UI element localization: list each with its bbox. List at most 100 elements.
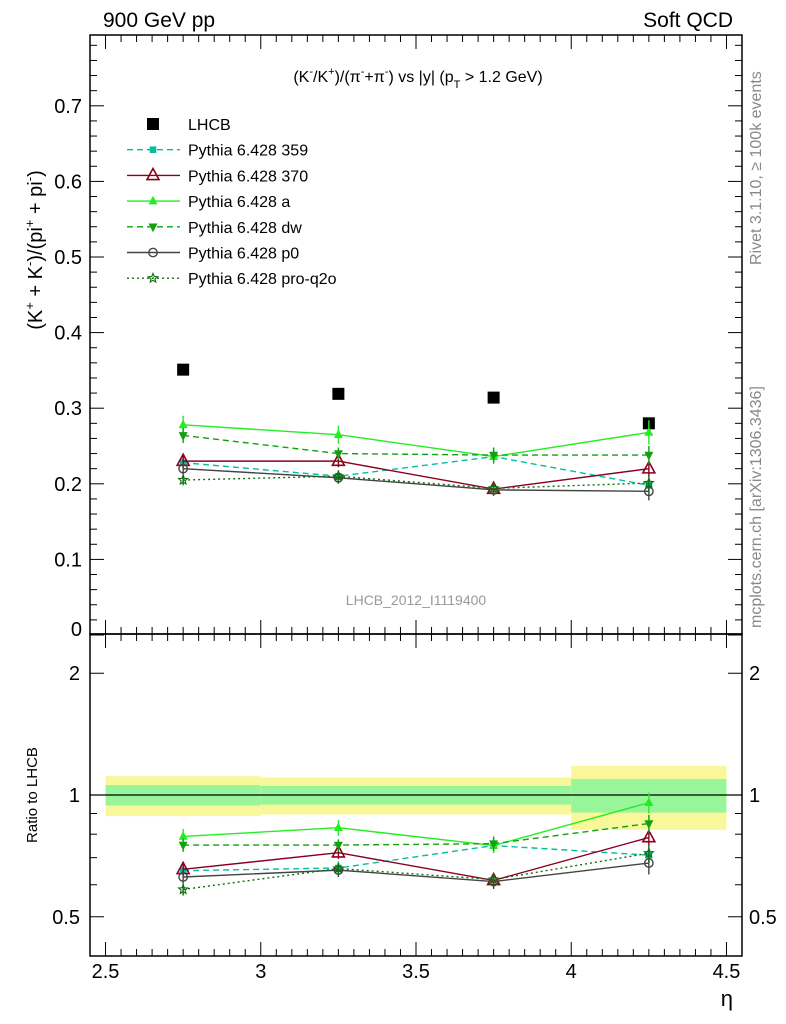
data-point [487, 873, 500, 885]
data-point [178, 463, 189, 474]
ratio-y-tick-label-right: 0.5 [749, 907, 777, 929]
main-y-tick-label: 0.7 [54, 96, 82, 118]
legend-label: Pythia 6.428 dw [188, 220, 302, 237]
main-y-tick-label: 0.5 [54, 247, 82, 269]
legend-label: Pythia 6.428 a [188, 194, 290, 211]
data-point [641, 828, 657, 843]
x-axis-ticks: 2.5 3 3.5 4 4.5 [92, 961, 741, 983]
x-tick-label: 4 [566, 961, 577, 983]
ratio-series-line [183, 844, 649, 872]
legend-label: LHCB [188, 117, 231, 134]
data-point [146, 271, 160, 284]
ratio-y-tick-label-right: 2 [749, 663, 760, 685]
ratio-y-tick-label: 0.5 [52, 907, 80, 929]
data-point [178, 831, 188, 840]
data-point [331, 452, 346, 467]
data-point [148, 195, 158, 205]
series-pythia-6-428-p0 [178, 462, 654, 501]
data-point [178, 419, 188, 429]
x-tick-label: 4.5 [713, 961, 741, 983]
ratio-series-line [183, 862, 649, 883]
ratio-y-axis-label: Ratio to LHCB [24, 747, 41, 843]
x-tick-label: 2.5 [92, 961, 120, 983]
data-point [642, 846, 655, 859]
data-point [178, 872, 189, 882]
data-point [644, 451, 654, 461]
main-y-tick-label: 0 [71, 619, 82, 641]
ratio-y-tick-label: 1 [69, 785, 80, 807]
series-line [183, 455, 649, 487]
ratio-panel: 0.5 0.5 1 1 2 2 [52, 633, 777, 957]
data-point [642, 476, 655, 489]
data-point [644, 820, 654, 829]
ratio-series-line [183, 822, 649, 846]
main-panel: 0 0.1 0.2 0.3 0.4 0.5 0.6 0.7 [54, 34, 743, 641]
series-line [183, 460, 649, 490]
legend-label: Pythia 6.428 370 [188, 168, 308, 185]
data-point [148, 247, 158, 258]
mcplots-label: mcplots.cern.ch [arXiv:1306.3436] [748, 386, 765, 628]
series-pythia-6-428-359 [179, 450, 653, 492]
series-lhcb [177, 363, 655, 430]
series-line [183, 434, 649, 456]
x-tick-label: 3.5 [402, 961, 430, 983]
data-point [178, 841, 188, 851]
data-point [331, 844, 346, 858]
main-y-tick-label: 0.6 [54, 171, 82, 193]
ratio-series-line [183, 852, 649, 891]
data-point [332, 387, 345, 400]
main-y-tick-label: 0.1 [54, 549, 82, 571]
ratio-series-pythia-6-428-370 [175, 828, 657, 888]
data-point [333, 429, 343, 438]
ratio-series-pythia-6-428-a [178, 792, 654, 854]
series-pythia-6-428-pro-q2o [177, 469, 655, 494]
data-point [332, 469, 345, 482]
data-point [332, 862, 345, 874]
ratio-series-line [183, 802, 650, 847]
series-line [183, 467, 649, 493]
data-point [177, 363, 190, 376]
data-point [487, 391, 500, 404]
data-point [149, 146, 157, 153]
analysis-watermark: LHCB_2012_I1119400 [346, 592, 487, 608]
data-point [489, 451, 499, 461]
data-point [641, 460, 657, 474]
legend-label: Pythia 6.428 p0 [188, 246, 299, 263]
data-point [487, 482, 500, 494]
y-axis-label: (K+ + K-)/(pi+ + pi-) [22, 170, 47, 330]
x-tick-label: 3 [255, 961, 266, 983]
data-point [177, 883, 190, 895]
data-point [145, 166, 161, 181]
legend-label: Pythia 6.428 359 [188, 143, 308, 160]
legend-label: Pythia 6.428 pro-q2o [188, 271, 337, 288]
ratio-y-tick-label-right: 1 [749, 785, 760, 807]
ratio-series-pythia-6-428-p0 [178, 852, 654, 890]
data-point [489, 840, 499, 850]
legend: LHCB Pythia 6.428 359 Pythia 6.428 370 Pyth… [127, 117, 337, 288]
data-point [148, 223, 158, 233]
data-point [644, 426, 654, 436]
chart-title: (K-/K+)/(π-+π-) vs |y| (pT > 1.2 GeV) [293, 66, 542, 91]
data-point [177, 473, 190, 486]
ratio-series-pythia-6-428-dw [178, 814, 654, 852]
ratio-y-tick-label: 2 [69, 663, 80, 685]
ratio-series-line [183, 836, 650, 882]
main-y-tick-label: 0.3 [54, 398, 82, 420]
data-point [147, 118, 159, 130]
data-point [178, 432, 188, 441]
main-y-tick-label: 0.4 [54, 323, 82, 345]
main-y-tick-label: 0.2 [54, 474, 82, 496]
header-right: Soft QCD [643, 9, 733, 32]
rivet-label: Rivet 3.1.10, ≥ 100k events [748, 71, 765, 265]
header-left: 900 GeV pp [103, 9, 215, 32]
data-point [644, 797, 654, 807]
data-point [333, 841, 343, 851]
series-pythia-6-428-370 [175, 452, 657, 496]
data-point [333, 450, 343, 459]
series-pythia-6-428-a [178, 415, 654, 465]
series-pythia-6-428-dw [178, 427, 654, 465]
x-axis-label: η [721, 986, 733, 1011]
data-point [333, 822, 343, 832]
series-line [183, 424, 649, 458]
